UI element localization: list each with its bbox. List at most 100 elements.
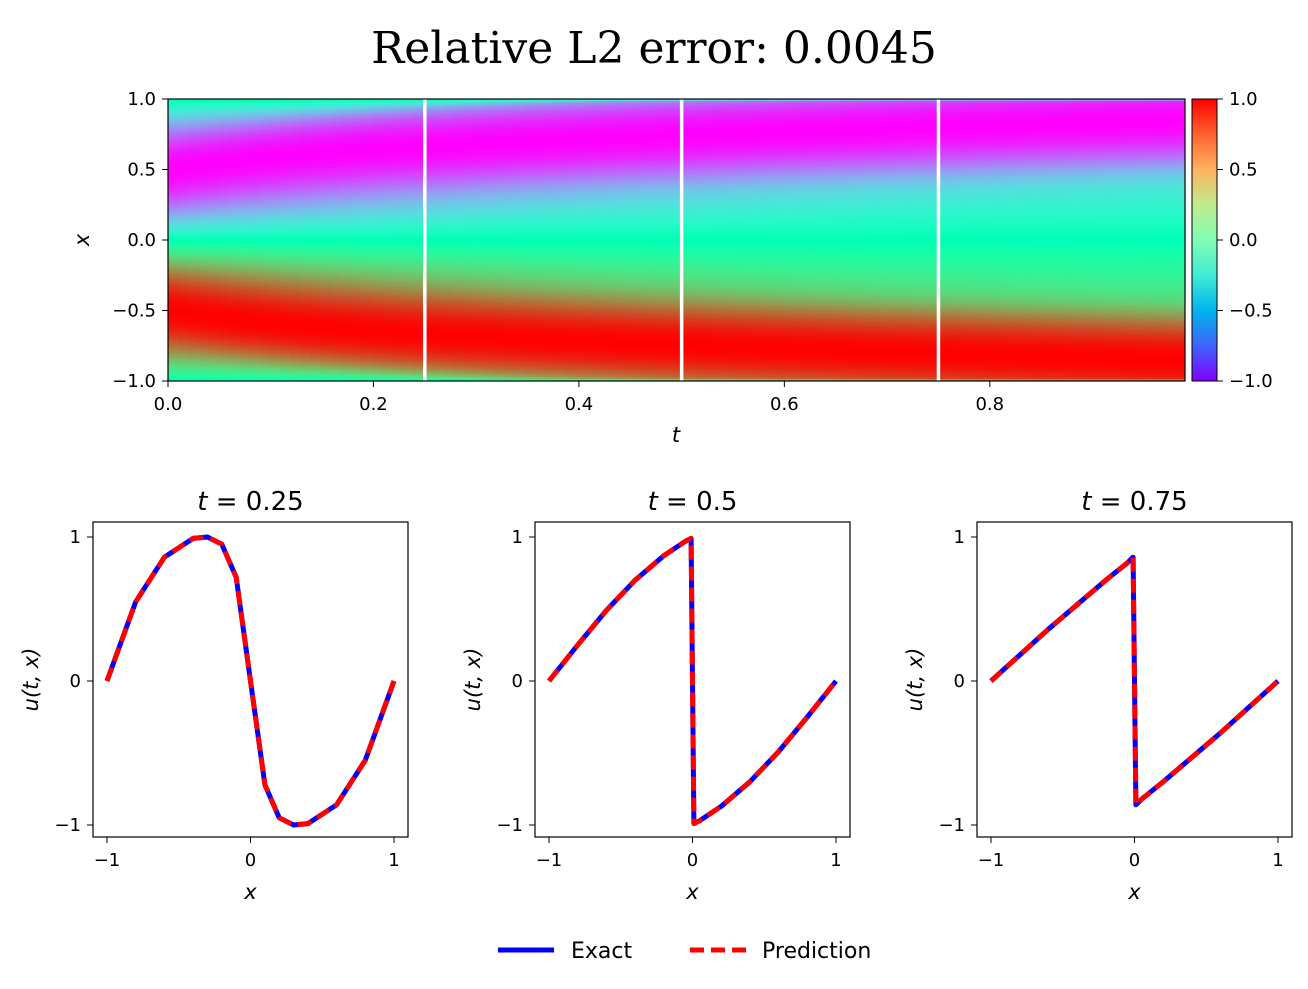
heatmap-cell — [300, 309, 311, 312]
heatmap-cell — [412, 211, 423, 214]
heatmap-cell — [229, 339, 240, 342]
heatmap-cell — [249, 127, 261, 130]
heatmap-cell — [218, 289, 230, 292]
heatmap-cell — [361, 251, 372, 254]
heatmap-cell — [371, 375, 383, 378]
heatmap-cell — [178, 119, 189, 122]
heatmap-cell — [229, 261, 240, 264]
heatmap-cell — [422, 373, 434, 376]
heatmap-cell — [310, 117, 322, 120]
heatmap-cell — [279, 127, 291, 130]
heatmap-cell — [300, 187, 311, 190]
heatmap-cell — [188, 365, 200, 368]
heatmap-cell — [320, 211, 332, 214]
heatmap-cell — [208, 319, 220, 322]
heatmap-cell — [401, 273, 413, 276]
heatmap-cell — [340, 211, 352, 214]
heatmap-cell — [432, 307, 444, 310]
heatmap-cell — [381, 313, 393, 316]
heatmap-cell — [340, 359, 352, 362]
heatmap-cell — [198, 213, 210, 216]
heatmap-cell — [168, 291, 179, 294]
heatmap-cell — [249, 367, 261, 370]
heatmap-cell — [239, 351, 250, 354]
heatmap-cell — [269, 275, 281, 278]
heatmap-cell — [361, 151, 372, 154]
heatmap-cell — [269, 139, 281, 142]
heatmap-cell — [178, 317, 189, 320]
heatmap-cell — [168, 143, 179, 146]
heatmap-cell — [208, 133, 220, 136]
heatmap-cell — [401, 291, 413, 294]
heatmap-cell — [340, 117, 352, 120]
heatmap-cell — [320, 215, 332, 218]
heatmap-cell — [249, 263, 261, 266]
heatmap-cell — [412, 115, 423, 118]
heatmap-cell — [401, 375, 413, 378]
heatmap-cell — [239, 265, 250, 268]
heatmap-cell — [442, 105, 454, 108]
heatmap-cell — [208, 225, 220, 228]
heatmap-cell — [259, 163, 271, 166]
heatmap-cell — [208, 253, 220, 256]
heatmap-cell — [259, 135, 271, 138]
heatmap-cell — [391, 133, 403, 136]
heatmap-cell — [381, 219, 393, 222]
heatmap-cell — [381, 131, 393, 134]
heatmap-cell — [391, 349, 403, 352]
heatmap-cell — [340, 187, 352, 190]
heatmap-cell — [249, 187, 261, 190]
heatmap-cell — [401, 141, 413, 144]
heatmap-cell — [168, 341, 179, 344]
heatmap-cell — [361, 291, 372, 294]
heatmap-cell — [442, 151, 454, 154]
heatmap-cell — [391, 177, 403, 180]
heatmap-cell — [310, 159, 322, 162]
heatmap-cell — [401, 355, 413, 358]
heatmap-cell — [249, 103, 261, 106]
heatmap-cell — [300, 211, 311, 214]
heatmap-cell — [401, 169, 413, 172]
heatmap-cell — [391, 217, 403, 220]
heatmap-cell — [208, 277, 220, 280]
heatmap-cell — [422, 147, 434, 150]
heatmap-cell — [290, 201, 301, 204]
heatmap-cell — [361, 139, 372, 142]
heatmap-cell — [330, 99, 342, 102]
heatmap-cell — [320, 185, 332, 188]
heatmap-cell — [401, 259, 413, 262]
heatmap-cell — [300, 293, 311, 296]
heatmap-cell — [279, 171, 291, 174]
heatmap-cell — [300, 155, 311, 158]
heatmap-cell — [351, 283, 362, 286]
heatmap-cell — [422, 241, 434, 244]
heatmap-cell — [320, 187, 332, 190]
heatmap-cell — [279, 251, 291, 254]
heatmap-cell — [208, 169, 220, 172]
heatmap-cell — [401, 211, 413, 214]
heatmap-cell — [391, 179, 403, 182]
heatmap-cell — [391, 315, 403, 318]
heatmap-cell — [279, 261, 291, 264]
heatmap-cell — [168, 349, 179, 352]
heatmap-cell — [218, 155, 230, 158]
heatmap-cell — [432, 121, 444, 124]
heatmap-cell — [320, 203, 332, 206]
heatmap-cell — [229, 189, 240, 192]
heatmap-cell — [259, 115, 271, 118]
heatmap-cell — [422, 259, 434, 262]
heatmap-cell — [412, 121, 423, 124]
heatmap-cell — [279, 165, 291, 168]
heatmap-cell — [442, 265, 454, 268]
heatmap-cell — [168, 313, 179, 316]
heatmap-cell — [330, 213, 342, 216]
heatmap-cell — [351, 151, 362, 154]
heatmap-cell — [198, 189, 210, 192]
heatmap-cell — [391, 377, 403, 380]
heatmap-cell — [391, 201, 403, 204]
heatmap-cell — [249, 353, 261, 356]
heatmap-cell — [432, 249, 444, 252]
heatmap-cell — [340, 333, 352, 336]
heatmap-cell — [259, 305, 271, 308]
heatmap-cell — [442, 287, 454, 290]
